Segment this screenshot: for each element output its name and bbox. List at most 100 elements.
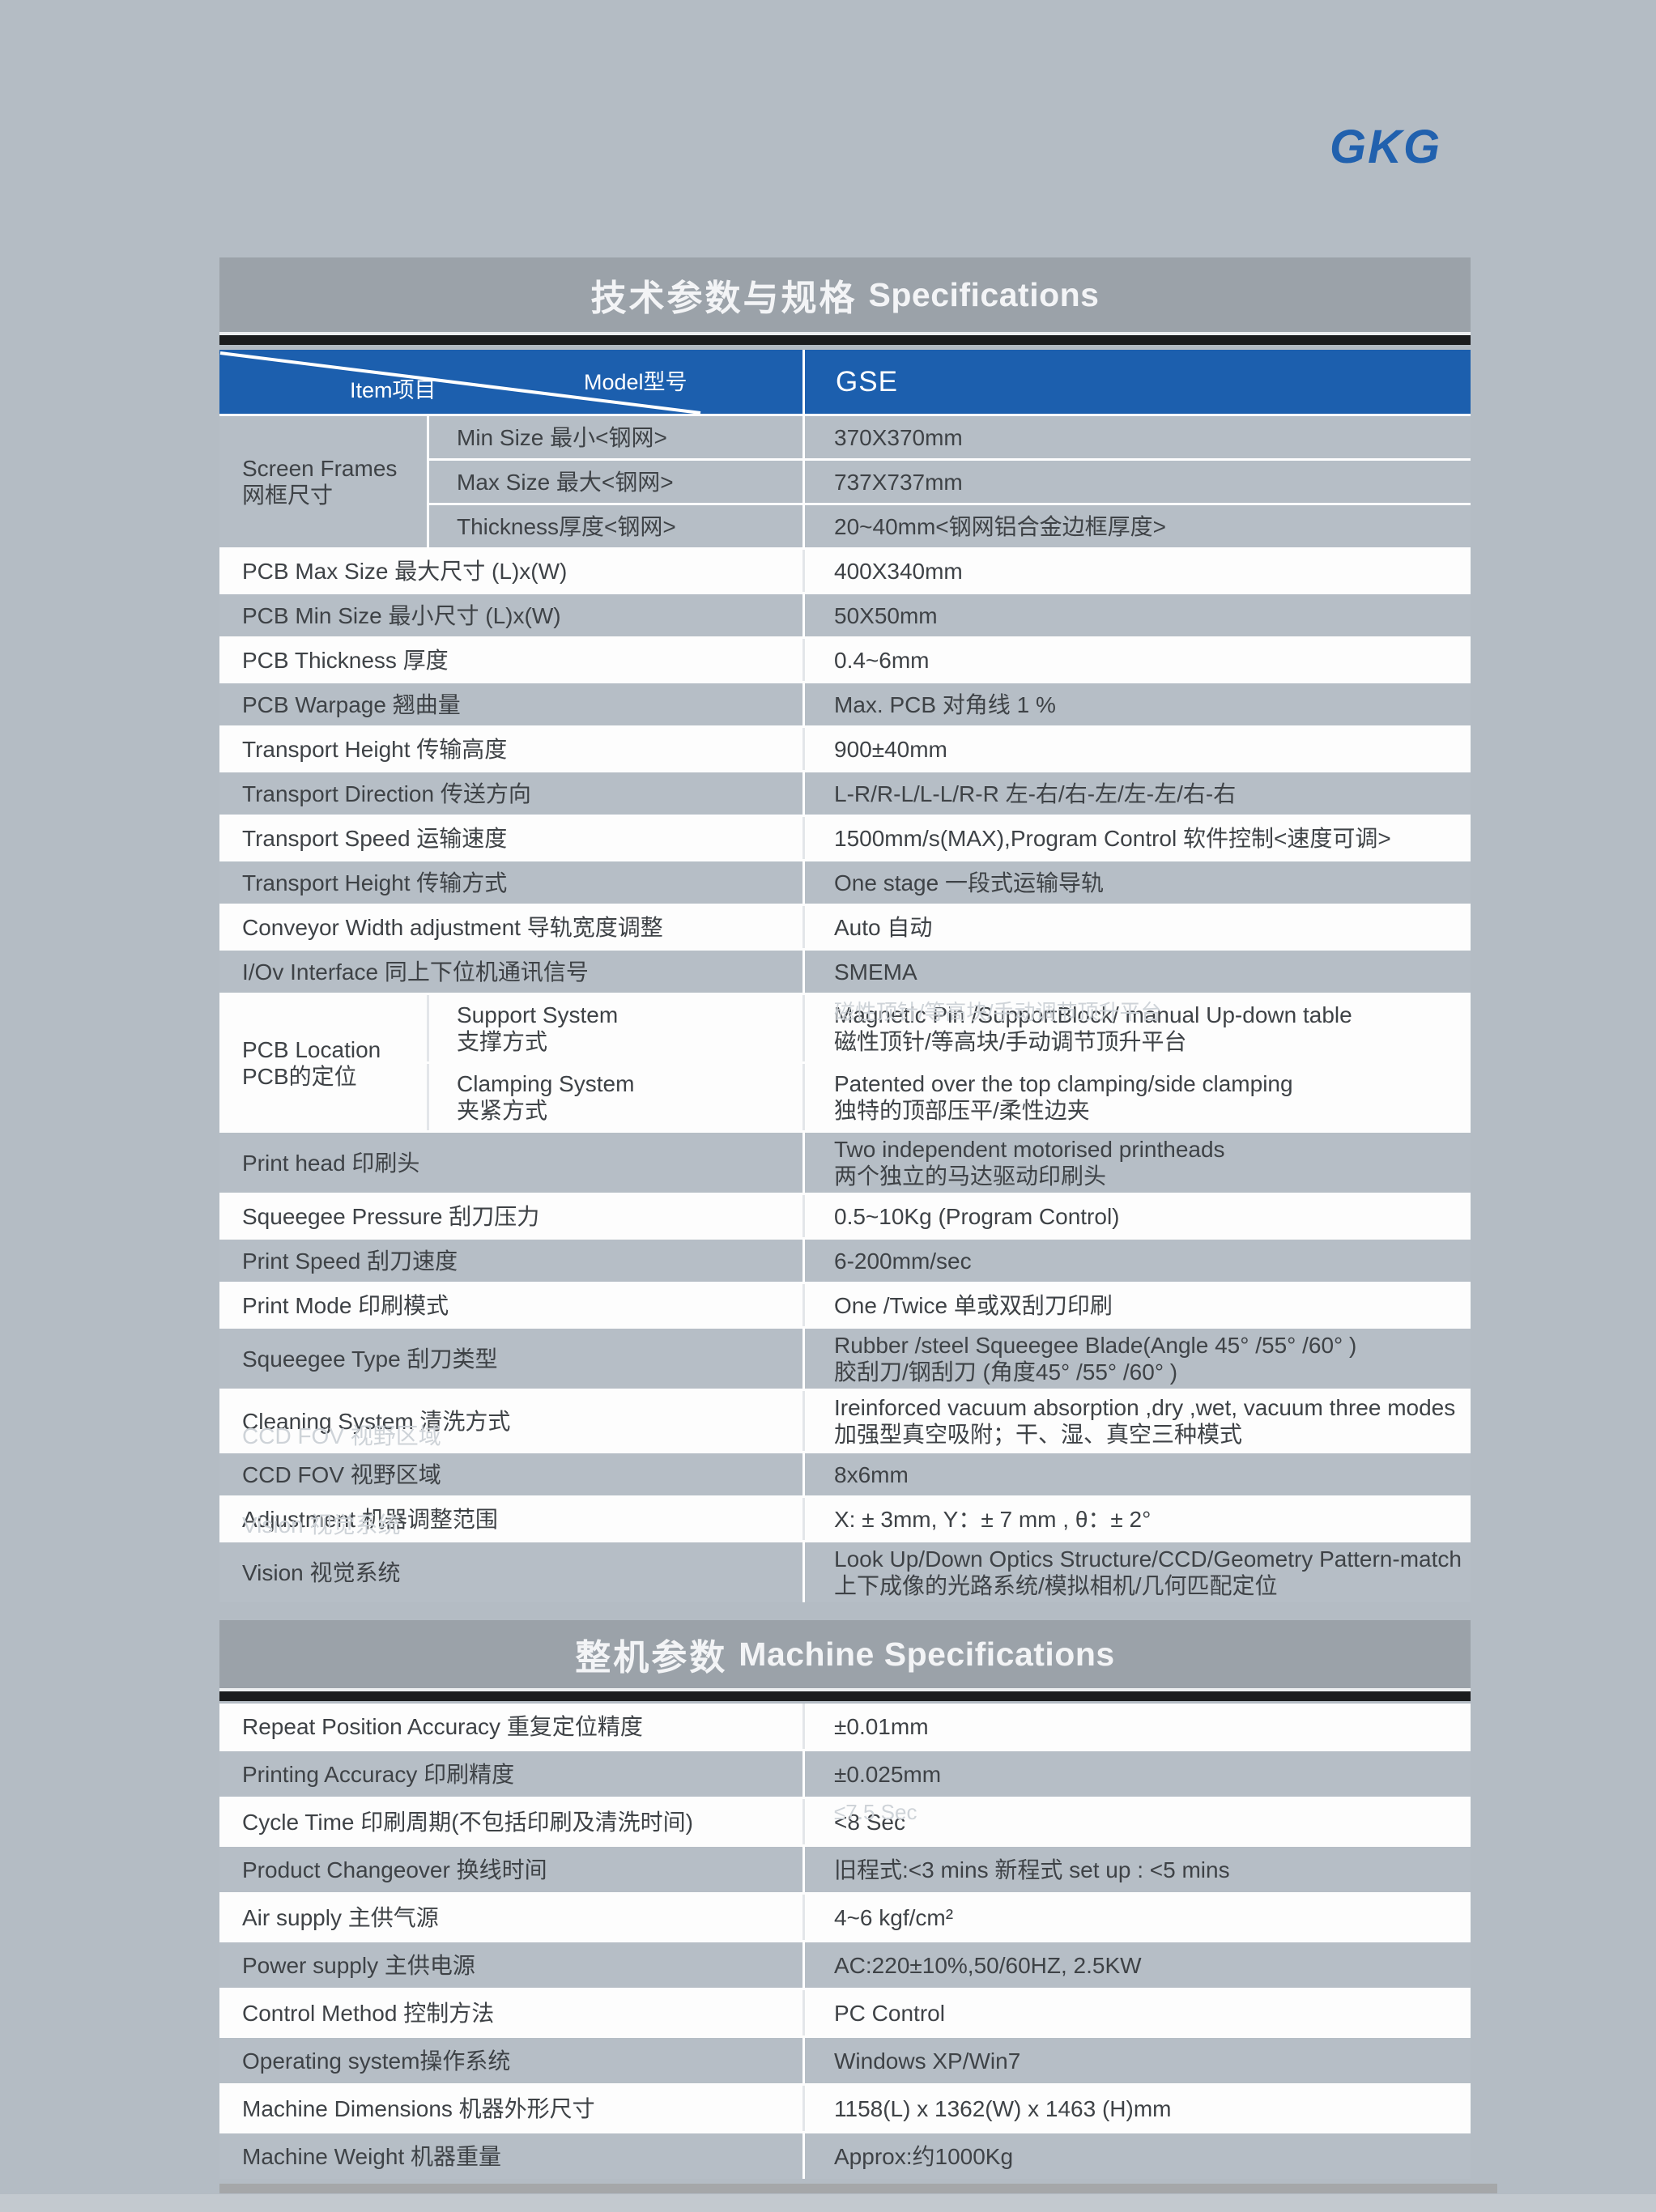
- text-line: 胶刮刀/钢刮刀 (角度45° /55° /60° ): [834, 1359, 1178, 1385]
- section-title-zh: 整机参数: [575, 1638, 728, 1678]
- subrow-label: Max Size 最大<钢网>: [427, 461, 802, 503]
- ghost-text: CCD FOV 视野区域: [242, 1423, 441, 1448]
- text-line: 加强型真空吸附；干、湿、真空三种模式: [834, 1422, 1243, 1447]
- spec-row: Print head 印刷头 Two independent motorised …: [219, 1133, 1471, 1193]
- text-line: PC Control: [834, 2000, 945, 2026]
- row-label: Air supply 主供气源: [219, 1895, 802, 1940]
- text-line: Squeegee Pressure 刮刀压力: [242, 1203, 540, 1229]
- text-line: 20~40mm<钢网铝合金边框厚度>: [834, 513, 1166, 539]
- text-line: I/Ov Interface 同上下位机通讯信号: [242, 959, 589, 985]
- text-line: Power supply 主供电源: [242, 1952, 475, 1978]
- spec-row: Vision 视觉系统 Look Up/Down Optics Structure…: [219, 1542, 1471, 1602]
- row-label: I/Ov Interface 同上下位机通讯信号: [219, 951, 802, 993]
- text-line: Product Changeover 换线时间: [242, 1857, 547, 1882]
- text-line: PCB Min Size 最小尺寸 (L)x(W): [242, 602, 561, 628]
- ghost-text: ≤7.5 Sec: [834, 1800, 917, 1824]
- text-line: PCB Location: [242, 1036, 381, 1062]
- text-line: Air supply 主供气源: [242, 1904, 439, 1930]
- text-line: 900±40mm: [834, 736, 947, 762]
- text-line: Patented over the top clamping/side clam…: [834, 1071, 1293, 1096]
- text-line: L-R/R-L/L-L/R-R 左-右/右-左/左-左/右-右: [834, 781, 1237, 806]
- row-label: Printing Accuracy 印刷精度: [219, 1751, 802, 1797]
- text-line: 50X50mm: [834, 602, 938, 628]
- text-line: Cycle Time 印刷周期(不包括印刷及清洗时间): [242, 1809, 693, 1835]
- text-line: 0.4~6mm: [834, 647, 930, 673]
- spec-subrow: Max Size 最大<钢网> 737X737mm: [427, 461, 1471, 503]
- spec-row: Squeegee Pressure 刮刀压力 0.5~10Kg (Program …: [219, 1195, 1471, 1237]
- spec-table-machine: Repeat Position Accuracy 重复定位精度 ±0.01mm Pr…: [219, 1704, 1471, 2179]
- text-line: Look Up/Down Optics Structure/CCD/Geomet…: [834, 1546, 1462, 1572]
- row-value: ±0.025mm: [802, 1751, 1471, 1797]
- row-value: 0.5~10Kg (Program Control): [802, 1195, 1471, 1237]
- text-line: 400X340mm: [834, 558, 963, 584]
- row-value: SMEMA: [802, 951, 1471, 993]
- section-title-bar: 整机参数 Machine Specifications: [219, 1620, 1471, 1688]
- spec-row: Transport Height 传输高度 900±40mm: [219, 728, 1471, 770]
- text-line: Clamping System: [457, 1071, 635, 1096]
- text-line: Transport Height 传输方式: [242, 870, 508, 895]
- text-line: 两个独立的马达驱动印刷头: [834, 1163, 1107, 1189]
- row-value: Two independent motorised printheads 两个独立…: [802, 1133, 1471, 1193]
- row-value: ±0.01mm: [802, 1704, 1471, 1749]
- row-value: 1158(L) x 1362(W) x 1463 (H)mm: [802, 2086, 1471, 2131]
- text-line: Print Mode 印刷模式: [242, 1292, 449, 1318]
- text-line: Approx:约1000Kg: [834, 2143, 1014, 2169]
- text-line: Min Size 最小<钢网>: [457, 424, 667, 450]
- spec-table-technical: Model型号 Item项目 GSE Screen Frames 网框尺寸 Min …: [219, 350, 1471, 1602]
- section-title-bar: 技术参数与规格 Specifications: [219, 257, 1471, 332]
- section-title-en: Machine Specifications: [739, 1635, 1115, 1673]
- spec-row: PCB Min Size 最小尺寸 (L)x(W) 50X50mm: [219, 594, 1471, 636]
- row-label: Vision 视觉系统: [219, 1542, 802, 1602]
- text-line: Magnetic Pin /SupportBlock/ manual Up-do…: [834, 1002, 1352, 1027]
- spec-row: CCD FOV 视野区域 8x6mm: [219, 1453, 1471, 1495]
- text-line: Printing Accuracy 印刷精度: [242, 1761, 515, 1787]
- spec-row: Product Changeover 换线时间 旧程式:<3 mins 新程式 s…: [219, 1847, 1471, 1892]
- text-line: Two independent motorised printheads: [834, 1137, 1225, 1162]
- text-line: 磁性顶针/等高块/手动调节顶升平台: [834, 1029, 1187, 1054]
- text-line: PCB Max Size 最大尺寸 (L)x(W): [242, 558, 568, 584]
- text-line: ±0.025mm: [834, 1761, 942, 1787]
- row-value: Look Up/Down Optics Structure/CCD/Geomet…: [802, 1542, 1471, 1602]
- spec-row: Conveyor Width adjustment 导轨宽度调整 Auto 自动: [219, 906, 1471, 948]
- gkg-logo: GKG: [1330, 121, 1442, 173]
- text-line: 0.5~10Kg (Program Control): [834, 1203, 1120, 1229]
- text-line: Machine Weight 机器重量: [242, 2143, 502, 2169]
- text-line: 1500mm/s(MAX),Program Control 软件控制<速度可调>: [834, 825, 1391, 851]
- row-value: 50X50mm: [802, 594, 1471, 636]
- row-value: 6-200mm/sec: [802, 1240, 1471, 1282]
- spec-row: PCB Warpage 翘曲量 Max. PCB 对角线 1 %: [219, 683, 1471, 725]
- spec-row: Cleaning System 清洗方式 CCD FOV 视野区域 Ireinfor…: [219, 1391, 1471, 1451]
- text-line: Rubber /steel Squeegee Blade(Angle 45° /…: [834, 1333, 1357, 1358]
- row-label: Cleaning System 清洗方式 CCD FOV 视野区域: [219, 1391, 802, 1451]
- group-label: Screen Frames 网框尺寸: [219, 416, 427, 547]
- item-header-label: Item项目: [350, 378, 436, 402]
- row-value: 737X737mm: [802, 461, 1471, 503]
- bottom-strip: [0, 2194, 1656, 2212]
- row-label: PCB Max Size 最大尺寸 (L)x(W): [219, 550, 802, 592]
- section-technical-specs: 技术参数与规格 Specifications Model型号 Item项目 GS…: [219, 257, 1471, 1602]
- model-value-cell: GSE: [802, 350, 1471, 414]
- row-value: Ireinforced vacuum absorption ,dry ,wet,…: [802, 1391, 1471, 1451]
- row-value: One /Twice 单或双刮刀印刷: [802, 1284, 1471, 1326]
- text-line: 旧程式:<3 mins 新程式 set up : <5 mins: [834, 1857, 1230, 1882]
- text-line: ±0.01mm: [834, 1713, 929, 1739]
- group-subrows: Support System 支撑方式 磁性顶针/等高块/手动调节顶升平台 Magne…: [427, 995, 1471, 1130]
- text-line: Operating system操作系统: [242, 2048, 511, 2074]
- row-label: Squeegee Pressure 刮刀压力: [219, 1195, 802, 1237]
- spec-row: PCB Thickness 厚度 0.4~6mm: [219, 639, 1471, 681]
- row-label: PCB Min Size 最小尺寸 (L)x(W): [219, 594, 802, 636]
- divider-black: [219, 1691, 1471, 1701]
- spec-row: Printing Accuracy 印刷精度 ±0.025mm: [219, 1751, 1471, 1797]
- row-label: PCB Warpage 翘曲量: [219, 683, 802, 725]
- text-line: 独特的顶部压平/柔性边夹: [834, 1098, 1090, 1123]
- ghost-text: Vision 视觉系统: [242, 1512, 401, 1538]
- row-label: Control Method 控制方法: [219, 1990, 802, 2035]
- row-value: 0.4~6mm: [802, 639, 1471, 681]
- text-line: Max. PCB 对角线 1 %: [834, 691, 1056, 717]
- section-machine-specs: 整机参数 Machine Specifications Repeat Posit…: [219, 1620, 1471, 2179]
- spec-row: Print Speed 刮刀速度 6-200mm/sec: [219, 1240, 1471, 1282]
- text-line: Auto 自动: [834, 914, 933, 940]
- text-line: Cleaning System 清洗方式: [242, 1408, 511, 1434]
- row-label: Print Speed 刮刀速度: [219, 1240, 802, 1282]
